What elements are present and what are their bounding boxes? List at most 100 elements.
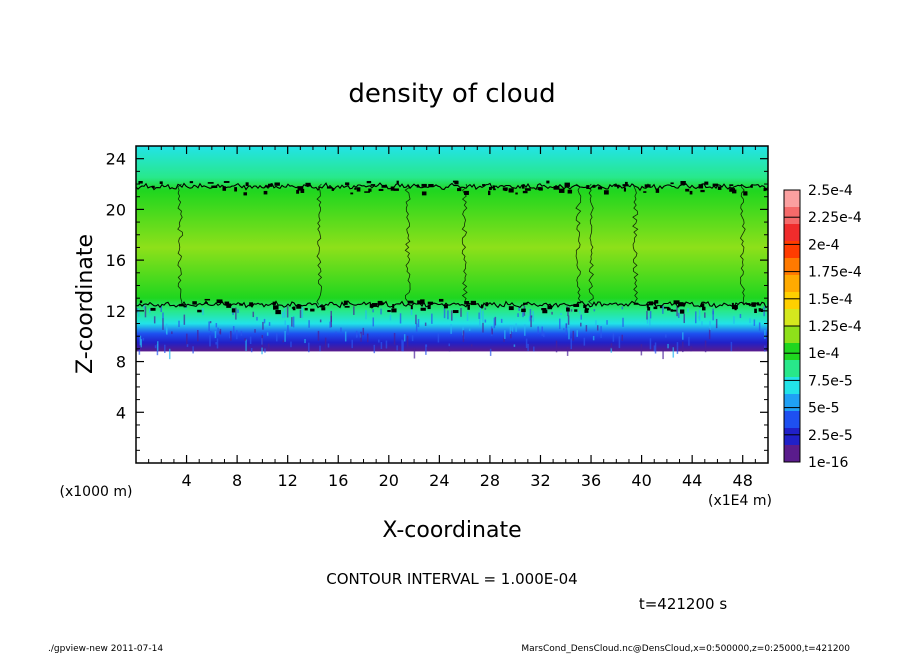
density-streak xyxy=(470,344,473,347)
density-streak xyxy=(541,326,543,336)
contour-blot xyxy=(226,303,232,308)
contour-blot xyxy=(541,308,547,311)
contour-blot xyxy=(183,305,187,308)
contour-blot xyxy=(151,185,155,188)
contour-blot xyxy=(464,301,470,305)
contour-blot xyxy=(452,310,459,314)
contour-blot xyxy=(677,302,684,307)
density-streak xyxy=(450,324,452,334)
contour-blot xyxy=(381,184,387,188)
x-tick-label: 24 xyxy=(429,471,449,490)
contour-blot xyxy=(553,186,560,190)
contour-blot xyxy=(350,192,354,195)
density-streak xyxy=(522,311,524,318)
contour-wisp xyxy=(316,183,323,305)
contour-blot xyxy=(222,186,227,191)
density-streak xyxy=(385,340,388,349)
density-streak xyxy=(264,348,266,353)
contour-blot xyxy=(647,306,651,311)
contour-blot xyxy=(654,300,659,304)
colorbar-swatch xyxy=(784,309,800,326)
contour-line xyxy=(136,182,768,192)
contour-blot xyxy=(592,185,596,188)
density-streak xyxy=(396,345,398,351)
density-streak xyxy=(413,347,416,359)
contour-blot xyxy=(192,301,197,305)
density-streak xyxy=(600,326,602,339)
density-streak xyxy=(739,313,742,319)
footer-left: ./gpview-new 2011-07-14 xyxy=(48,644,163,654)
contour-blot xyxy=(273,305,279,310)
contour-blot xyxy=(427,301,434,305)
density-streak xyxy=(654,342,657,354)
density-streak xyxy=(560,312,562,315)
density-streak xyxy=(612,332,615,342)
contour-blot xyxy=(614,184,620,187)
density-streak xyxy=(677,312,680,318)
contour-blot xyxy=(189,181,194,184)
density-streak xyxy=(140,339,142,348)
density-streak xyxy=(406,335,409,348)
density-streak xyxy=(356,334,358,338)
contour-blot xyxy=(150,307,156,311)
contour-blot xyxy=(354,187,357,190)
density-streak xyxy=(730,341,733,352)
density-streak xyxy=(202,308,204,316)
density-streak xyxy=(493,317,496,329)
density-streak xyxy=(649,338,652,350)
density-streak xyxy=(304,338,306,344)
contour-blot xyxy=(292,306,296,311)
contour-blot xyxy=(488,186,492,191)
density-streak xyxy=(595,320,597,327)
density-streak xyxy=(240,330,243,336)
density-streak xyxy=(529,309,532,321)
contour-blot xyxy=(644,184,651,188)
y-tick-label: 4 xyxy=(116,403,126,422)
contour-wisp xyxy=(404,183,411,305)
density-streak xyxy=(282,340,285,343)
contour-blot xyxy=(758,308,762,312)
density-streak xyxy=(256,316,258,321)
density-streak xyxy=(580,314,583,320)
density-streak xyxy=(753,319,756,326)
contour-wisp xyxy=(588,183,594,305)
x-tick-label: 20 xyxy=(379,471,399,490)
contour-blot xyxy=(326,186,332,189)
density-streak xyxy=(330,315,333,328)
density-streak xyxy=(515,323,517,332)
density-streak xyxy=(399,346,401,351)
density-streak xyxy=(236,330,238,340)
density-streak xyxy=(365,310,367,320)
contour-blot xyxy=(207,182,214,184)
x-axis: 4 8 12 16 20 24 28 32 36 40 44 48 xyxy=(148,146,756,490)
contour-blot xyxy=(734,308,737,311)
contour-blot xyxy=(566,307,570,312)
colorbar-label: 2e-4 xyxy=(808,237,840,253)
contour-blot xyxy=(522,190,528,194)
contour-blot xyxy=(467,306,470,310)
density-streak xyxy=(479,307,482,319)
contour-blot xyxy=(698,184,704,189)
density-streak xyxy=(570,338,573,350)
contour-blot xyxy=(216,299,223,304)
density-streak xyxy=(143,304,145,309)
contour-blot xyxy=(452,180,459,183)
contour-blot xyxy=(623,187,626,192)
colorbar-swatch xyxy=(784,326,800,343)
density-streak xyxy=(402,340,404,352)
density-streak xyxy=(579,310,581,314)
contour-blot xyxy=(583,304,587,309)
density-streak xyxy=(687,308,689,313)
contour-blot xyxy=(763,188,766,192)
density-streak xyxy=(215,322,218,328)
density-streak xyxy=(489,348,492,356)
contour-blot xyxy=(420,299,425,304)
density-streak xyxy=(665,334,667,338)
density-streak xyxy=(468,328,471,331)
density-streak xyxy=(708,328,711,340)
contour-blot xyxy=(249,302,254,307)
contour-blot xyxy=(356,187,361,192)
density-streak xyxy=(709,320,711,331)
density-streak xyxy=(267,343,270,349)
density-streak xyxy=(209,335,211,347)
